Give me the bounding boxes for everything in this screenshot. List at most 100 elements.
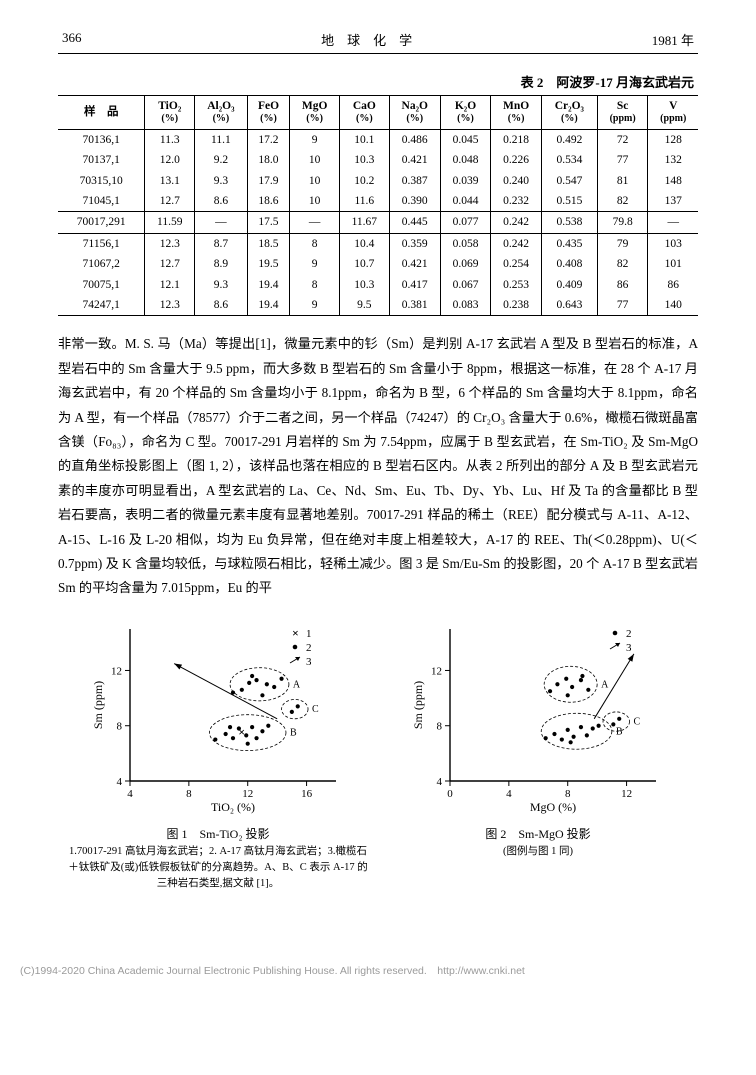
table-cell: 0.435 — [541, 233, 597, 254]
table-row: 70137,112.09.218.01010.30.4210.0480.2260… — [58, 150, 698, 170]
svg-text:Sm (ppm): Sm (ppm) — [91, 681, 105, 729]
figure-1-sub: 1.70017-291 高钛月海玄武岩；2. A-17 高钛月海玄武岩；3.橄榄… — [68, 844, 368, 893]
table-col-header: MnO(%) — [491, 96, 542, 130]
svg-text:×: × — [292, 626, 299, 640]
table-cell: 9 — [290, 295, 340, 316]
table-col-header: FeO(%) — [247, 96, 289, 130]
table-header-row: 样 品TiO₂(%)Al₂O₃(%)FeO(%)MgO(%)CaO(%)Na₂O… — [58, 96, 698, 130]
table-cell: 0.421 — [389, 150, 440, 170]
table-cell: 77 — [597, 150, 648, 170]
svg-text:8: 8 — [565, 788, 571, 800]
table-cell: 0.492 — [541, 129, 597, 150]
journal-title: 地 球 化 学 — [321, 30, 412, 49]
svg-text:TiO₂ (%): TiO₂ (%) — [211, 800, 255, 814]
table-cell: 70017,291 — [58, 212, 145, 233]
table-col-header: K₂O(%) — [440, 96, 490, 130]
table-cell: 0.067 — [440, 275, 490, 295]
table-cell: 72 — [597, 129, 648, 150]
table-cell: 0.069 — [440, 254, 490, 274]
figures-row: 4812164812TiO₂ (%)Sm (ppm)ABC××123 图 1 S… — [58, 615, 698, 893]
table-cell: 101 — [648, 254, 698, 274]
table-cell: 71156,1 — [58, 233, 145, 254]
figure-2: 048124812MgO (%)Sm (ppm)ABC23 图 2 Sm-MgO… — [388, 615, 688, 893]
svg-text:12: 12 — [621, 788, 632, 800]
table-cell: 12.3 — [145, 233, 195, 254]
table-cell: 9 — [290, 254, 340, 274]
table-col-header: V(ppm) — [648, 96, 698, 130]
table-cell: 0.254 — [491, 254, 542, 274]
table-row: 74247,112.38.619.499.50.3810.0830.2380.6… — [58, 295, 698, 316]
svg-text:B: B — [616, 726, 623, 737]
table-cell: 0.039 — [440, 171, 490, 191]
table-cell: 0.547 — [541, 171, 597, 191]
table-cell: 0.381 — [389, 295, 440, 316]
svg-text:C: C — [312, 704, 319, 715]
table-cell: 0.409 — [541, 275, 597, 295]
page-header: 366 地 球 化 学 1981 年 — [58, 30, 698, 51]
table-col-header: Al₂O₃(%) — [195, 96, 248, 130]
table-cell: 11.3 — [145, 129, 195, 150]
table-cell: 0.238 — [491, 295, 542, 316]
table-cell: 0.417 — [389, 275, 440, 295]
table-cell: 10 — [290, 150, 340, 170]
table-cell: — — [195, 212, 248, 233]
table-cell: 0.045 — [440, 129, 490, 150]
table-cell: 0.218 — [491, 129, 542, 150]
table-cell: 18.6 — [247, 191, 289, 212]
figure-1: 4812164812TiO₂ (%)Sm (ppm)ABC××123 图 1 S… — [68, 615, 368, 893]
svg-text:12: 12 — [431, 665, 442, 677]
table-cell: 8.9 — [195, 254, 248, 274]
table-cell: 10.7 — [340, 254, 390, 274]
svg-text:4: 4 — [506, 788, 512, 800]
table-row: 71045,112.78.618.61011.60.3900.0440.2320… — [58, 191, 698, 212]
table-cell: 0.232 — [491, 191, 542, 212]
table-cell: 10.3 — [340, 150, 390, 170]
table-cell: 17.9 — [247, 171, 289, 191]
table-cell: 82 — [597, 254, 648, 274]
table-cell: 12.7 — [145, 191, 195, 212]
table-cell: 19.4 — [247, 295, 289, 316]
table-cell: 71067,2 — [58, 254, 145, 274]
table-cell: 103 — [648, 233, 698, 254]
table-cell: 0.242 — [491, 212, 542, 233]
table-cell: 8.7 — [195, 233, 248, 254]
table-cell: 70136,1 — [58, 129, 145, 150]
table-cell: 9.2 — [195, 150, 248, 170]
svg-text:B: B — [290, 728, 297, 739]
table-cell: 8.6 — [195, 191, 248, 212]
svg-text:8: 8 — [117, 721, 123, 733]
svg-text:4: 4 — [127, 788, 133, 800]
table-cell: 17.2 — [247, 129, 289, 150]
table-row: 70136,111.311.117.2910.10.4860.0450.2180… — [58, 129, 698, 150]
svg-text:8: 8 — [186, 788, 192, 800]
table-cell: 0.240 — [491, 171, 542, 191]
header-rule — [58, 53, 698, 54]
table-cell: 0.253 — [491, 275, 542, 295]
table-cell: 8 — [290, 275, 340, 295]
table-cell: 71045,1 — [58, 191, 145, 212]
table-cell: 148 — [648, 171, 698, 191]
table-cell: 11.67 — [340, 212, 390, 233]
body-paragraph: 非常一致。M. S. 马（Ma）等提出[1]，微量元素中的钐（Sm）是判别 A-… — [58, 332, 698, 601]
table-cell: 140 — [648, 295, 698, 316]
svg-text:C: C — [634, 716, 641, 727]
page-year: 1981 年 — [652, 30, 694, 49]
table-col-header: 样 品 — [58, 96, 145, 130]
svg-text:12: 12 — [242, 788, 253, 800]
svg-text:2: 2 — [306, 642, 312, 654]
svg-text:Sm (ppm): Sm (ppm) — [411, 681, 425, 729]
table-cell: 0.387 — [389, 171, 440, 191]
table-cell: 86 — [648, 275, 698, 295]
table-cell: 79 — [597, 233, 648, 254]
table-cell: 10.1 — [340, 129, 390, 150]
table-cell: 9 — [290, 129, 340, 150]
table-cell: 9.3 — [195, 171, 248, 191]
table-cell: 0.534 — [541, 150, 597, 170]
table-cell: 0.226 — [491, 150, 542, 170]
svg-text:MgO (%): MgO (%) — [530, 800, 576, 814]
table-cell: 0.048 — [440, 150, 490, 170]
svg-text:×: × — [238, 725, 245, 739]
table-cell: 18.0 — [247, 150, 289, 170]
table-cell: 82 — [597, 191, 648, 212]
svg-text:0: 0 — [447, 788, 453, 800]
